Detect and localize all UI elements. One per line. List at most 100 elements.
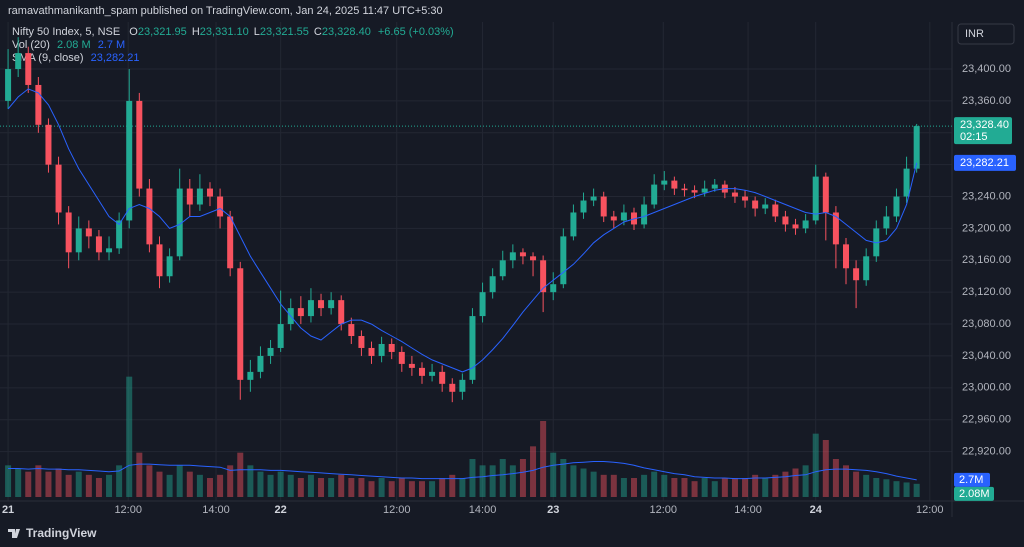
volume-bar [519,459,526,497]
volume-bar [499,459,506,497]
candle-body [742,196,749,201]
candle-body [257,355,264,372]
currency-button[interactable] [957,23,1015,45]
candle-body [328,300,335,309]
volume-bar [297,478,304,497]
volume-bar [25,471,32,497]
volume-bar [429,481,436,497]
volume-bar [772,474,779,497]
candle-body [671,180,678,189]
volume-bar [903,482,910,497]
candle-body [701,188,708,193]
x-tick-label: 23 [547,504,559,516]
candle-body [85,228,92,237]
volume-bar [287,474,294,497]
volume-bar [711,481,718,497]
candle-body [267,347,274,356]
volume-bar [479,465,486,497]
footer: TradingView [8,526,97,540]
y-tick-label: 23,120.00 [962,286,1011,298]
candle-body [65,212,72,253]
volume-bar [620,478,627,497]
volume-bar [873,478,880,497]
volume-bar [186,471,193,497]
y-tick-label: 23,160.00 [962,254,1011,266]
volume-bar [469,459,476,497]
y-tick-label: 23,360.00 [962,95,1011,107]
ohlc-key: H [192,26,200,38]
symbol: Nifty 50 Index, 5, NSE [12,26,120,38]
candle-body [883,216,890,229]
volume-bar [600,474,607,497]
candle-body [429,371,436,376]
volume-bar [439,478,446,497]
ohlc-key: O [129,26,138,38]
volume-bar [75,471,82,497]
y-tick-label: 23,080.00 [962,318,1011,330]
candle-body [863,256,870,281]
x-tick-label: 14:00 [202,504,230,516]
volume-bar [883,479,890,497]
candle-body [338,300,345,325]
candle-body [106,248,113,253]
candle-body [206,188,213,197]
volume-bar [489,465,496,497]
volume-bar [762,478,769,497]
volume-bar [95,478,102,497]
volume-bar [388,481,395,497]
candle-body [35,84,42,125]
volume-bar [126,376,133,497]
candle-body [196,188,203,205]
volume-bar [227,465,234,497]
candle-body [237,268,244,380]
candle-body [449,383,456,392]
candle-body [772,204,779,217]
volume-bar [358,478,365,497]
volume-bar [792,468,799,497]
volume-bar [630,478,637,497]
volume-bar [35,465,42,497]
ohlc-value: 23,321.55 [260,26,309,38]
volume-bar [348,478,355,497]
candle-body [711,184,718,189]
volume-bar [146,465,153,497]
volume-bar [307,474,314,497]
volume-name: Vol (20) [12,39,50,51]
volume-bar [731,478,738,497]
candle-body [509,252,516,261]
volume-bar [610,474,617,497]
candle-body [5,69,12,101]
volume-value: 2.08 M [57,39,91,51]
volume-bar [378,478,385,497]
volume-tag [954,486,994,501]
candle-body [570,212,577,237]
volume-bar [661,474,668,497]
sma-label: 23,282.21 [960,157,1009,169]
candle-body [55,164,62,213]
y-tick-label: 23,040.00 [962,350,1011,362]
candle-body [45,124,52,165]
candle-body [519,252,526,257]
currency[interactable]: INR [965,28,984,40]
volume-bar [560,459,567,497]
ohlc-value: 23,328.40 [322,26,371,38]
volume-bar [318,478,325,497]
candle-body [782,216,789,225]
legend-main: Nifty 50 Index, 5, NSE O23,321.95 H23,33… [12,26,454,38]
candle-body [25,53,32,85]
volume-bar [267,474,274,497]
candle-body [318,300,325,309]
volume-bar [5,465,12,497]
candle-body [186,188,193,205]
volume-bar [65,474,72,497]
candle-body [913,126,920,169]
volume-bar [530,446,537,497]
volume-bar [701,478,708,497]
brand: TradingView [26,526,97,540]
volume-bar [893,481,900,497]
candle-body [661,180,668,185]
candle-body [136,100,143,189]
candle-body [15,53,22,70]
x-tick-label: 12:00 [114,504,142,516]
candle-body [368,347,375,356]
